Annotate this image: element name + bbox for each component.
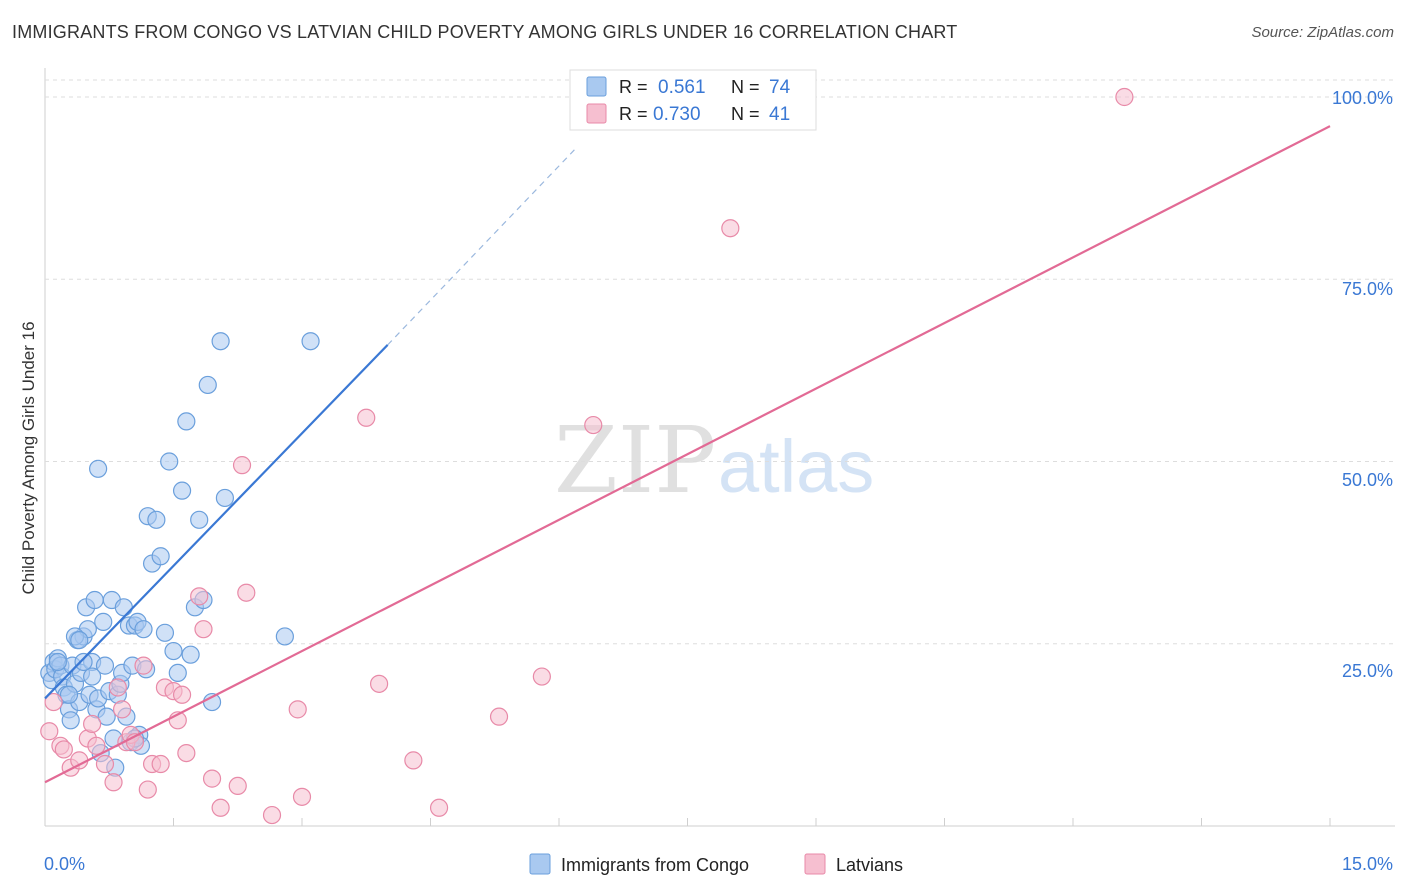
congo-point-69 <box>70 631 89 650</box>
legend-r-value-congo: 0.561 <box>658 77 706 98</box>
congo-point-21 <box>85 590 104 610</box>
bottom-legend-label-congo: Immigrants from Congo <box>561 855 749 875</box>
congo-point-49 <box>151 547 170 566</box>
grid-layer <box>45 79 1395 645</box>
y-tick-label-100: 100.0% <box>1332 88 1393 108</box>
latvian-point-36 <box>370 674 389 693</box>
congo-point-70 <box>83 667 102 686</box>
latvian-point-34 <box>292 787 312 806</box>
latvian-point-31 <box>237 583 256 602</box>
y-tick-label-75: 75.0% <box>1342 279 1393 299</box>
bottom-legend: Immigrants from Congo Latvians <box>529 853 903 875</box>
latvian-point-23 <box>172 685 192 704</box>
x-tick-label-max: 15.0% <box>1342 854 1393 874</box>
legend-n-value-congo: 74 <box>769 77 791 98</box>
latvian-point-41 <box>584 415 603 435</box>
bottom-legend-swatch-latvian <box>804 853 826 875</box>
congo-point-66 <box>301 332 320 351</box>
latvian-point-17 <box>138 780 157 799</box>
latvian-point-38 <box>429 798 449 817</box>
legend-frame <box>569 69 817 131</box>
congo-point-73 <box>74 652 93 672</box>
legend-r-value-latvian: 0.730 <box>653 104 701 125</box>
congo-trend-line <box>44 344 389 700</box>
congo-point-35 <box>114 598 133 617</box>
legend-swatch-congo <box>586 76 607 97</box>
x-ticks-layer <box>44 818 1331 826</box>
latvian-point-16 <box>134 656 153 675</box>
latvian-point-35 <box>357 408 376 427</box>
latvian-point-26 <box>194 620 213 639</box>
congo-point-64 <box>215 488 234 508</box>
congo-point-63 <box>89 459 108 478</box>
bottom-legend-swatch-congo <box>529 853 551 875</box>
chart-title: IMMIGRANTS FROM CONGO VS LATVIAN CHILD P… <box>12 22 958 42</box>
congo-point-62 <box>211 332 230 351</box>
latvian-point-7 <box>83 714 102 734</box>
latvian-point-28 <box>211 798 230 817</box>
congo-point-48 <box>147 510 166 529</box>
congo-point-53 <box>168 663 187 683</box>
congo-point-65 <box>275 627 294 646</box>
congo-point-52 <box>164 641 183 661</box>
latvian-point-0 <box>40 722 59 741</box>
latvian-point-25 <box>190 587 209 606</box>
congo-point-58 <box>190 510 209 529</box>
latvian-point-10 <box>104 773 123 792</box>
legend-r-label-congo: R = <box>619 77 648 97</box>
legend-box: R = 0.561 N = 74 R = 0.730 N = 41 <box>569 69 817 131</box>
congo-point-27 <box>97 707 116 726</box>
latvian-point-11 <box>108 678 127 697</box>
latvian-point-8 <box>87 736 106 755</box>
congo-point-25 <box>94 612 113 631</box>
legend-n-value-latvian: 41 <box>769 104 790 125</box>
latvian-point-5 <box>70 751 89 770</box>
bottom-legend-label-latvian: Latvians <box>836 855 903 875</box>
source-label: Source: ZipAtlas.com <box>1251 24 1394 41</box>
congo-point-71 <box>59 685 79 704</box>
congo-point-26 <box>95 656 115 675</box>
latvian-point-29 <box>228 776 247 796</box>
y-tick-label-25: 25.0% <box>1342 661 1393 681</box>
latvian-point-33 <box>288 700 307 719</box>
congo-point-44 <box>134 620 153 639</box>
y-tick-label-50: 50.0% <box>1342 470 1393 490</box>
congo-point-67 <box>48 652 67 672</box>
congo-point-55 <box>177 412 196 431</box>
latvian-point-40 <box>532 667 551 686</box>
congo-trend-extension <box>387 147 577 346</box>
x-tick-label-min: 0.0% <box>44 854 85 874</box>
congo-point-60 <box>198 375 217 395</box>
legend-r-label-latvian: R = <box>619 104 648 124</box>
latvian-point-1 <box>44 692 63 712</box>
legend-n-label-congo: N = <box>731 77 760 97</box>
latvian-point-3 <box>54 740 73 759</box>
latvian-point-42 <box>721 219 740 238</box>
latvian-point-19 <box>151 754 170 774</box>
legend-swatch-latvian <box>586 103 607 124</box>
y-axis-label: Child Poverty Among Girls Under 16 <box>19 321 38 594</box>
latvian-point-32 <box>262 805 282 825</box>
watermark-atlas: atlas <box>718 425 874 508</box>
watermark-zip: ZIP <box>554 407 716 514</box>
points-layer <box>40 87 1134 825</box>
congo-point-56 <box>181 645 200 664</box>
latvian-point-43 <box>1115 87 1134 107</box>
congo-point-10 <box>61 711 80 730</box>
latvian-point-24 <box>177 743 196 763</box>
congo-point-54 <box>172 481 192 500</box>
latvian-point-37 <box>404 751 423 770</box>
latvian-point-39 <box>489 707 509 726</box>
congo-point-51 <box>160 452 179 471</box>
trend-layer <box>44 125 1331 784</box>
latvian-point-30 <box>232 456 252 475</box>
latvian-point-27 <box>202 769 222 788</box>
legend-n-label-latvian: N = <box>731 104 760 124</box>
latvian-point-9 <box>95 754 115 774</box>
latvian-trend-line <box>44 125 1331 784</box>
latvian-point-12 <box>112 700 132 719</box>
congo-point-50 <box>155 623 175 642</box>
